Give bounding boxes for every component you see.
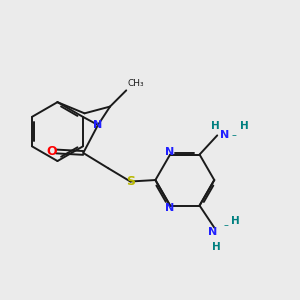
Text: N: N <box>166 147 175 158</box>
Text: –: – <box>232 130 236 140</box>
Text: H: H <box>211 121 220 131</box>
Text: N: N <box>220 130 229 140</box>
Text: O: O <box>46 145 57 158</box>
Text: S: S <box>126 175 135 188</box>
Text: H: H <box>212 242 221 252</box>
Text: N: N <box>166 202 175 213</box>
Text: –: – <box>224 220 228 230</box>
Text: CH₃: CH₃ <box>127 79 144 88</box>
Text: N: N <box>208 227 217 237</box>
Text: H: H <box>231 215 240 226</box>
Text: H: H <box>240 121 249 131</box>
Text: N: N <box>93 120 103 130</box>
